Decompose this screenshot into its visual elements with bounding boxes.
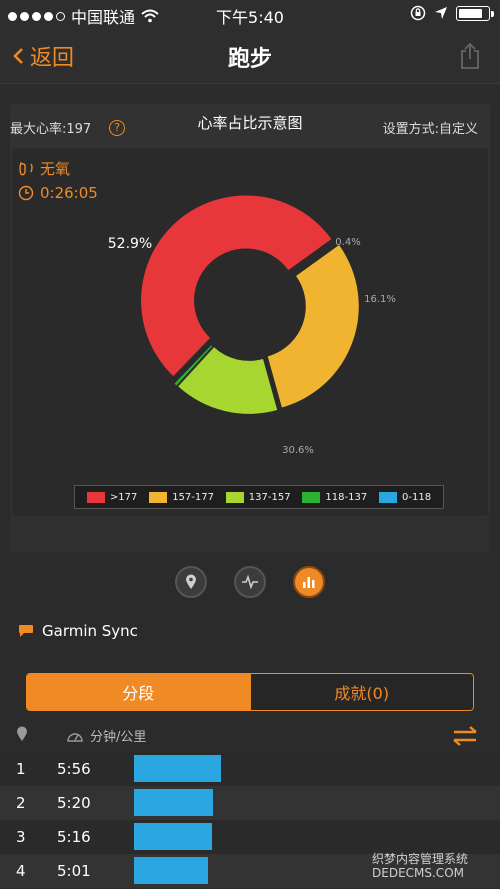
view-switcher <box>0 566 500 598</box>
watermark-line1: 织梦内容管理系统 <box>372 852 469 866</box>
duration-label: 0:26:05 <box>40 184 98 202</box>
back-button[interactable]: 返回 <box>12 40 74 72</box>
page-title: 跑步 <box>227 47 272 72</box>
donut-slice->177 <box>141 195 332 377</box>
location-pin-icon <box>17 726 27 741</box>
share-icon[interactable] <box>458 42 482 70</box>
card-header: 最大心率:197 ? 心率占比示意图 设置方式:自定义 <box>10 104 490 148</box>
chart-panel: 无氧 0:26:05 52.9% 30.6% 16.1% 0.4% >177 157-1… <box>12 148 488 516</box>
donut-slice-157-177 <box>267 245 359 408</box>
status-time: 下午5:40 <box>216 8 284 27</box>
legend-item: 137-157 <box>225 491 291 503</box>
heart-rate-donut-chart: 52.9% 30.6% 16.1% 0.4% <box>108 195 396 456</box>
back-label: 返回 <box>30 46 75 71</box>
pace-header: 分钟/公里 <box>66 726 146 745</box>
speech-bubble-icon <box>19 625 33 637</box>
split-row[interactable]: 2 5:20 <box>0 786 500 820</box>
heart-rate-card: 最大心率:197 ? 心率占比示意图 设置方式:自定义 无氧 0:26:05 5… <box>10 104 490 518</box>
split-pace: 5:16 <box>57 828 91 846</box>
signal-strength-icon <box>8 11 65 21</box>
legend-label: 0-118 <box>402 491 432 503</box>
battery-fill <box>459 8 483 18</box>
legend-swatch <box>86 491 105 503</box>
speedometer-icon <box>67 732 83 742</box>
wifi-icon <box>141 9 159 23</box>
legend-label: >177 <box>109 491 138 503</box>
max-heart-rate-label: 最大心率:197 <box>10 122 92 137</box>
rotation-lock-icon <box>410 5 426 21</box>
map-view-button[interactable] <box>175 566 207 598</box>
location-pin-icon <box>186 574 196 589</box>
zone-type-row: 无氧 <box>18 158 70 179</box>
garmin-sync[interactable]: Garmin Sync <box>18 622 138 640</box>
max-heart-rate: 最大心率:197 ? <box>10 118 126 137</box>
watermark: 织梦内容管理系统 DEDECMS.COM <box>372 852 468 880</box>
split-pace-bar <box>134 857 208 884</box>
split-pace-bar <box>134 789 213 816</box>
swap-icon[interactable] <box>450 726 480 746</box>
tab-achievements[interactable]: 成就(0) <box>249 674 473 710</box>
slice-percent-label: 30.6% <box>282 445 314 456</box>
help-icon[interactable]: ? <box>109 119 126 136</box>
slice-percent-label: 52.9% <box>108 236 152 252</box>
tab-splits[interactable]: 分段 <box>27 674 250 710</box>
slice-percent-label: 0.4% <box>335 237 360 248</box>
segment-control: 分段 成就(0) <box>26 673 474 711</box>
split-row[interactable]: 1 5:56 <box>0 752 500 786</box>
slice-percent-label: 16.1% <box>364 294 396 305</box>
carrier-label: 中国联通 <box>71 8 136 27</box>
splits-header: 分钟/公里 <box>0 722 500 750</box>
watermark-line2: DEDECMS.COM <box>372 866 464 880</box>
sync-label: Garmin Sync <box>42 622 138 640</box>
legend-label: 157-177 <box>172 491 214 503</box>
status-bar: 中国联通 下午5:40 <box>0 0 500 28</box>
heartbeat-icon <box>242 575 258 589</box>
status-left: 中国联通 <box>8 4 159 28</box>
location-arrow-icon <box>435 7 447 19</box>
legend-label: 137-157 <box>248 491 291 503</box>
navigation-bar: 返回 跑步 <box>0 28 500 84</box>
split-pace: 5:56 <box>57 760 91 778</box>
status-right <box>410 5 494 21</box>
legend-swatch <box>225 491 244 503</box>
split-row[interactable]: 3 5:16 <box>0 820 500 854</box>
chevron-left-icon <box>13 48 23 64</box>
chart-title: 心率占比示意图 <box>197 114 303 132</box>
chart-legend: >177 157-177 137-157 118-137 0-118 <box>74 485 444 509</box>
zone-type-label: 无氧 <box>40 160 71 178</box>
split-pace: 5:01 <box>57 862 91 880</box>
legend-label: 118-137 <box>325 491 368 503</box>
legend-item: 0-118 <box>379 491 432 503</box>
duration-row: 0:26:05 <box>18 184 98 202</box>
card-footer-strip <box>10 518 490 552</box>
donut-slice-118-137 <box>174 345 213 386</box>
setting-mode[interactable]: 设置方式:自定义 <box>382 122 478 137</box>
split-index: 3 <box>16 828 26 846</box>
split-pace: 5:20 <box>57 794 91 812</box>
chart-view-button[interactable] <box>293 566 325 598</box>
splits-list: 1 5:56 2 5:20 3 5:16 4 5:01 <box>0 752 500 888</box>
pace-header-label: 分钟/公里 <box>90 730 147 745</box>
legend-item: >177 <box>86 491 138 503</box>
legend-item: 118-137 <box>302 491 368 503</box>
heart-rate-view-button[interactable] <box>234 566 266 598</box>
battery-icon <box>456 5 494 21</box>
legend-swatch <box>302 491 321 503</box>
split-pace-bar <box>134 755 221 782</box>
split-row[interactable]: 4 5:01 <box>0 854 500 888</box>
legend-swatch <box>149 491 168 503</box>
donut-slice-137-157 <box>178 347 278 414</box>
bar-chart-icon <box>303 577 315 588</box>
lungs-icon <box>19 161 33 175</box>
split-pace-bar <box>134 823 212 850</box>
legend-swatch <box>379 491 398 503</box>
split-index: 4 <box>16 862 26 880</box>
split-index: 1 <box>16 760 26 778</box>
legend-item: 157-177 <box>149 491 214 503</box>
split-index: 2 <box>16 794 26 812</box>
clock-icon <box>18 185 34 201</box>
